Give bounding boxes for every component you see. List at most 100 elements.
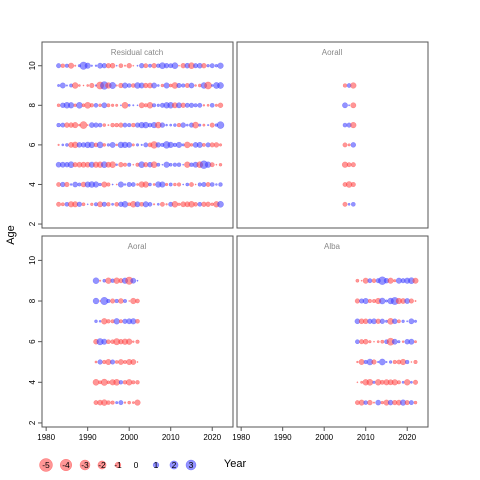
bubble-point — [96, 141, 104, 149]
bubble-point — [132, 64, 135, 67]
bubble-point — [118, 380, 124, 385]
bubble-point — [165, 182, 169, 187]
bubble-point — [414, 340, 417, 344]
bubble-point — [89, 82, 95, 89]
bubble-point — [197, 182, 202, 187]
bubble-point — [135, 339, 140, 344]
bubble-point — [106, 103, 111, 108]
bubble-point — [106, 380, 111, 385]
bubble-point — [114, 122, 119, 128]
bubble-point — [106, 298, 111, 304]
bubble-point — [139, 63, 145, 69]
bubble-point — [76, 201, 82, 207]
panel-title-aoral: Aoral — [128, 242, 147, 251]
bubble-point — [342, 83, 348, 88]
bubble-point — [350, 122, 357, 129]
bubble-point — [136, 183, 139, 186]
bubble-point — [156, 84, 160, 87]
bubble-point — [371, 359, 377, 365]
bubble-point — [59, 82, 66, 89]
bubble-point — [56, 201, 62, 207]
bubble-point — [206, 64, 210, 68]
bubble-point — [136, 104, 139, 107]
bubble-point — [169, 123, 173, 127]
bubble-point — [98, 320, 102, 323]
bubble-point — [160, 201, 165, 207]
bubble-point — [97, 122, 103, 128]
bubble-point — [363, 400, 368, 405]
bubble-point — [56, 122, 61, 128]
legend-label: 0 — [134, 460, 139, 470]
bubble-point — [380, 339, 385, 344]
bubble-point — [123, 64, 126, 67]
panel-frame-aoral — [41, 235, 234, 428]
bubble-point — [109, 141, 116, 148]
bubble-point — [130, 277, 137, 284]
bubble-point — [115, 103, 119, 107]
bubble-point — [409, 400, 414, 405]
bubble-point — [110, 103, 115, 107]
y-tick-label: 2 — [28, 221, 37, 226]
bubble-point — [135, 380, 140, 385]
bubble-point — [367, 298, 372, 304]
bubble-point — [196, 141, 203, 148]
bubble-point — [176, 122, 182, 128]
bubble-point — [350, 102, 357, 109]
bubble-point — [385, 361, 388, 364]
bubble-point — [217, 201, 224, 208]
bubble-point — [92, 379, 100, 386]
bubble-point — [94, 360, 98, 364]
bubble-point — [111, 183, 114, 186]
bubble-point — [366, 379, 374, 386]
x-tick-label: 1980 — [232, 433, 250, 442]
panel-title-alba: Alba — [324, 242, 341, 251]
bubble-point — [360, 279, 363, 282]
legend-bubble — [79, 459, 91, 471]
bubble-point — [115, 143, 118, 147]
bubble-point — [176, 182, 182, 187]
bubble-point — [99, 279, 102, 282]
panel-title-residual-catch: Residual catch — [111, 48, 163, 57]
bubble-point — [207, 124, 210, 127]
bubble-point — [173, 123, 177, 127]
bubble-point — [342, 201, 348, 207]
x-tick-label: 2020 — [203, 433, 221, 442]
bubble-point — [204, 81, 212, 90]
bubble-point — [122, 82, 128, 89]
bubble-point — [198, 123, 202, 127]
bubble-point — [114, 298, 119, 304]
bubble-point — [156, 202, 160, 206]
bubble-point — [127, 103, 131, 107]
bubble-point — [100, 378, 108, 386]
bubble-point — [118, 298, 124, 304]
bubble-point — [120, 104, 122, 107]
bubble-point — [346, 162, 352, 168]
bubble-point — [193, 103, 198, 108]
bubble-point — [404, 379, 411, 386]
bubble-point — [184, 102, 190, 108]
bubble-point — [216, 121, 225, 129]
bubble-point — [387, 277, 394, 284]
bubble-point — [379, 297, 386, 305]
bubble-point — [106, 319, 111, 324]
bubble-point — [362, 338, 369, 345]
bubble-point — [115, 183, 118, 186]
bubble-point — [89, 103, 94, 108]
bubble-point — [118, 400, 124, 406]
bubble-point — [143, 142, 149, 148]
bubble-point — [202, 143, 206, 147]
bubble-point — [356, 360, 359, 364]
bubble-point — [94, 64, 98, 67]
bubble-point — [184, 141, 191, 149]
bubble-point — [342, 122, 348, 128]
size-legend: -5 -4 -3 -2 -1 0 1 2 3 — [39, 458, 197, 472]
bubble-point — [372, 380, 376, 384]
bubble-point — [106, 400, 111, 405]
bubble-point — [159, 181, 166, 188]
bubble-point — [92, 277, 100, 284]
legend-bubble — [169, 460, 179, 470]
bubble-point — [110, 298, 116, 304]
bubble-point — [202, 123, 206, 127]
bubble-point — [98, 103, 102, 108]
